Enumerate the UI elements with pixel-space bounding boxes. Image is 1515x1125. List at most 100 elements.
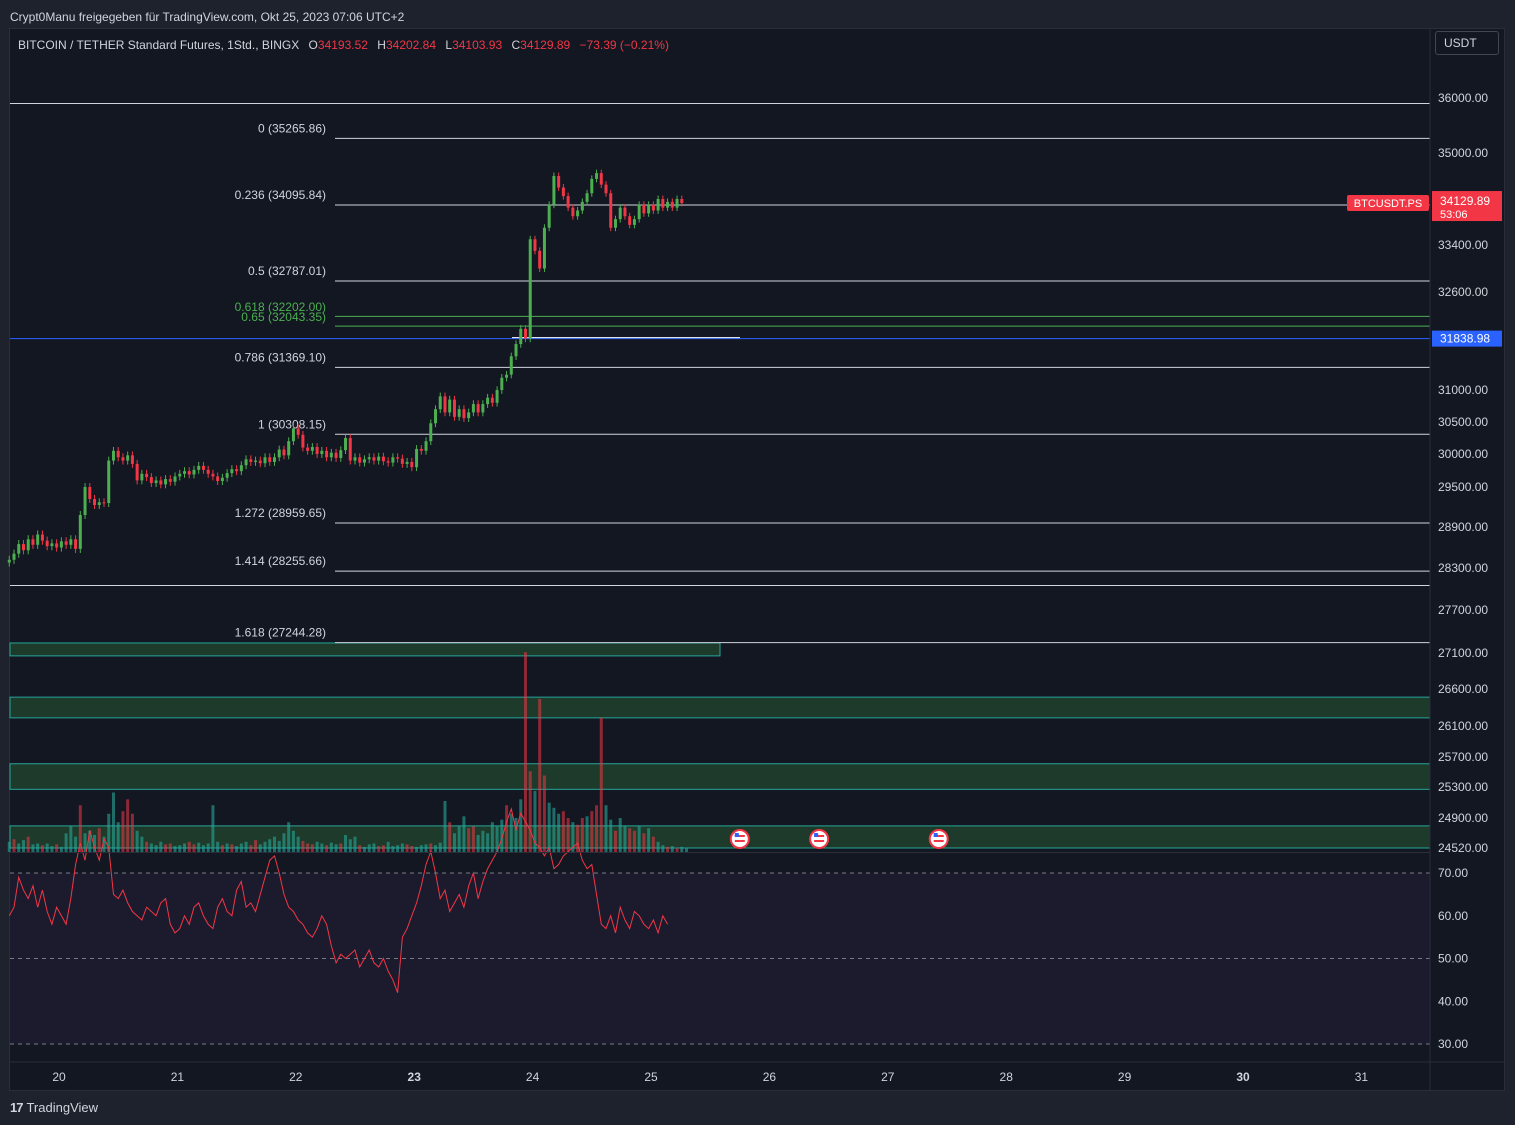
volume-bar: [396, 845, 400, 852]
candle-body: [632, 219, 636, 225]
volume-bar: [78, 805, 82, 852]
time-axis-tick: 26: [763, 1070, 777, 1084]
candle-body: [618, 207, 622, 220]
us-flag-event-icon: [729, 829, 750, 849]
price-axis-tick: 29500.00: [1438, 480, 1488, 494]
volume-bar: [386, 841, 390, 852]
volume-bar: [595, 805, 599, 852]
fib-level-label: 1.618 (27244.28): [235, 626, 326, 640]
volume-bar: [642, 833, 646, 852]
open-label: O: [308, 38, 318, 52]
volume-bar: [481, 830, 485, 852]
candle-body: [7, 559, 11, 563]
rsi-band: [10, 873, 1430, 1044]
candle-body: [149, 477, 153, 484]
tradingview-logo[interactable]: 17 TradingView: [10, 1100, 98, 1115]
volume-bar: [263, 841, 267, 852]
candle-body: [372, 457, 376, 461]
price-axis-tick: 35000.00: [1438, 146, 1488, 160]
candle-body: [434, 409, 438, 424]
candle-body: [443, 396, 447, 413]
volume-bar: [154, 845, 158, 852]
candle-body: [272, 457, 276, 462]
volume-bar: [111, 792, 115, 852]
candle-body: [647, 204, 651, 214]
candle-body: [595, 173, 599, 179]
candle-body: [590, 178, 594, 194]
price-axis-tick: 24520.00: [1438, 841, 1488, 855]
volume-bar: [282, 833, 286, 852]
volume-bar: [571, 822, 575, 852]
candle-body: [495, 390, 499, 403]
candle-body: [74, 539, 78, 549]
volume-bar: [448, 822, 452, 852]
volume-bar: [651, 836, 655, 852]
candle-body: [254, 460, 258, 462]
last-price-label: 34129.89: [1440, 194, 1490, 208]
volume-bar: [585, 816, 589, 852]
volume-bar: [272, 836, 276, 852]
candle-body: [452, 399, 456, 417]
candle-body: [547, 204, 551, 228]
candle-body: [381, 456, 385, 462]
candle-body: [107, 460, 111, 503]
candle-body: [159, 480, 163, 485]
candle-body: [64, 541, 68, 545]
time-axis-tick: 27: [881, 1070, 895, 1084]
volume-bar: [220, 845, 224, 852]
candle-body: [17, 544, 21, 554]
price-axis-tick: 36000.00: [1438, 91, 1488, 105]
candle-body: [268, 457, 272, 462]
candle-body: [339, 450, 343, 458]
candle-body: [661, 199, 665, 208]
flag-stripe: [814, 835, 825, 837]
volume-bar: [244, 841, 248, 852]
candle-body: [528, 239, 532, 339]
candle-body: [121, 457, 125, 461]
candle-body: [310, 446, 314, 451]
rsi-axis-tick: 70.00: [1438, 866, 1468, 880]
low-label: L: [445, 38, 453, 52]
candle-body: [154, 480, 158, 484]
volume-bar: [547, 802, 551, 852]
candle-body: [36, 534, 40, 545]
candle-body: [362, 459, 366, 463]
candle-body: [45, 540, 49, 547]
fib-level-label: 0.236 (34095.84): [235, 188, 326, 202]
currency-button[interactable]: USDT: [1435, 31, 1499, 55]
candle-body: [410, 461, 414, 468]
volume-bar: [344, 835, 348, 852]
volume-bar: [329, 842, 333, 852]
time-axis-tick: 24: [526, 1070, 540, 1084]
volume-bar: [675, 847, 679, 852]
volume-bar: [538, 699, 542, 852]
time-axis-tick: 22: [289, 1070, 303, 1084]
volume-bar: [126, 799, 130, 852]
candle-body: [320, 450, 324, 454]
volume-bar: [230, 844, 234, 852]
time-axis-tick: 30: [1236, 1070, 1250, 1084]
candle-body: [637, 204, 641, 220]
price-axis-tick: 24900.00: [1438, 811, 1488, 825]
flag-canton: [734, 833, 739, 837]
volume-bar: [12, 839, 16, 852]
volume-bar: [415, 846, 419, 852]
low-value: 34103.93: [452, 38, 503, 52]
candle-body: [386, 461, 390, 463]
candle-body: [135, 463, 139, 481]
volume-bar: [159, 841, 163, 852]
volume-bar: [36, 843, 40, 852]
price-axis-tick: 28300.00: [1438, 561, 1488, 575]
volume-bar: [400, 843, 404, 852]
candle-body: [249, 459, 253, 462]
us-flag-event-icon: [928, 829, 949, 849]
candle-body: [613, 219, 617, 228]
candle-body: [201, 465, 205, 470]
candle-body: [344, 438, 348, 451]
volume-bar: [632, 830, 636, 852]
time-axis-tick: 25: [644, 1070, 658, 1084]
candle-body: [130, 455, 134, 464]
support-zone: [9, 825, 1431, 849]
fib-level-label: 1 (30308.15): [258, 417, 326, 431]
